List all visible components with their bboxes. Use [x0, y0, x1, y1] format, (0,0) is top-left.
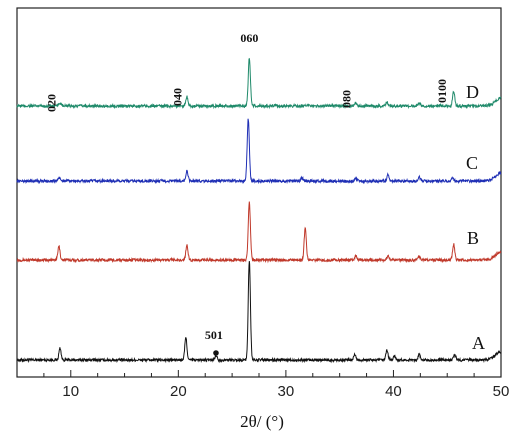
- peak-label-040: 040: [171, 88, 185, 106]
- x-tick-label: 20: [170, 383, 187, 400]
- peak-label-501: 501: [205, 328, 223, 342]
- series-label-B: B: [467, 228, 479, 248]
- peak-label-020: 020: [45, 94, 59, 112]
- series-group: A B C D: [16, 57, 502, 364]
- series-line-D: [16, 57, 502, 110]
- peak-label-080: 080: [339, 90, 353, 108]
- peak-marker-dot: [213, 350, 219, 356]
- series-line-B: [16, 201, 502, 264]
- peak-label-0100: 0100: [435, 79, 449, 103]
- x-tick-label: 40: [385, 383, 402, 400]
- annotations-group: 020 040 060 080 0100 501: [45, 31, 449, 356]
- series-label-C: C: [466, 153, 478, 173]
- series-line-C: [16, 118, 502, 185]
- plot-frame: [16, 7, 502, 378]
- series-line-A: [16, 261, 502, 364]
- x-ticks: 10 20 30 40 50: [16, 370, 510, 400]
- x-tick-label: 10: [62, 383, 79, 400]
- x-tick-label: 50: [493, 383, 510, 400]
- x-axis-label: 2θ/ (°): [240, 412, 284, 431]
- series-label-D: D: [466, 82, 479, 102]
- peak-label-060: 060: [240, 31, 258, 45]
- series-label-A: A: [472, 333, 485, 353]
- x-tick-label: 30: [278, 383, 295, 400]
